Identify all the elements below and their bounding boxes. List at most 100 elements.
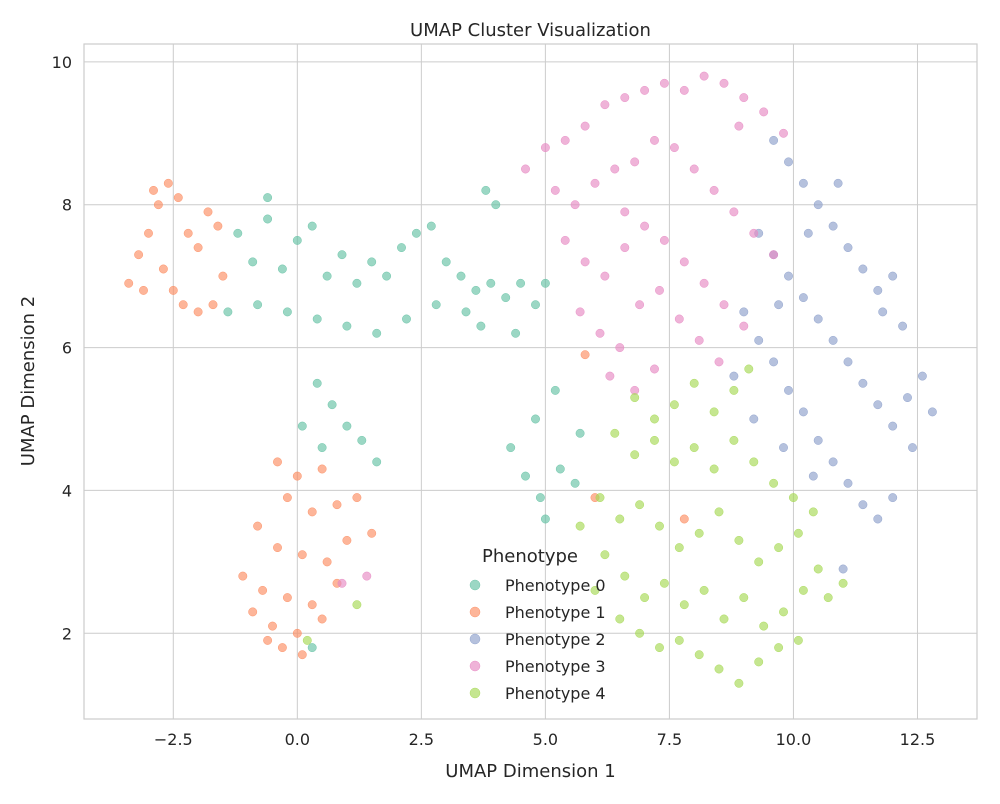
data-point <box>282 593 292 603</box>
data-point <box>238 571 248 581</box>
legend-label: Phenotype 1 <box>505 603 606 622</box>
data-point <box>714 664 724 674</box>
data-point <box>640 85 650 95</box>
data-point <box>461 307 471 317</box>
x-axis-label: UMAP Dimension 1 <box>445 761 615 782</box>
data-point <box>307 221 317 231</box>
data-point <box>263 193 273 203</box>
data-point <box>774 300 784 310</box>
data-point <box>694 335 704 345</box>
data-point <box>908 443 917 453</box>
data-point <box>798 585 808 595</box>
data-point <box>540 278 550 288</box>
data-point <box>213 221 223 231</box>
data-point <box>590 585 600 595</box>
data-point <box>342 321 352 331</box>
data-point <box>615 614 625 624</box>
data-point <box>709 407 719 417</box>
data-point <box>605 371 615 381</box>
data-point <box>372 457 382 467</box>
data-point <box>774 643 784 653</box>
data-point <box>699 71 709 81</box>
data-point <box>615 343 625 353</box>
legend-marker <box>469 687 481 699</box>
tick-labels: −2.5 0.0 2.5 5.0 7.5 10.0 12.5 2 4 6 8 10 <box>52 53 936 749</box>
data-point <box>153 200 163 210</box>
data-point <box>506 443 516 453</box>
data-point <box>307 507 317 517</box>
data-point <box>689 443 699 453</box>
data-point <box>635 500 645 510</box>
legend-label: Phenotype 4 <box>505 684 606 703</box>
data-point <box>759 107 769 117</box>
data-point <box>659 578 669 588</box>
data-point <box>709 464 719 474</box>
data-point <box>193 243 203 253</box>
data-point <box>734 121 744 131</box>
data-point <box>521 164 530 174</box>
data-point <box>779 128 788 138</box>
data-point <box>769 250 779 260</box>
data-point <box>734 535 744 545</box>
data-point <box>486 278 496 288</box>
data-point <box>754 557 764 567</box>
data-point <box>620 207 630 217</box>
data-point <box>550 385 560 395</box>
y-tick-label: 10 <box>52 53 72 72</box>
data-point <box>858 264 868 274</box>
y-tick-label: 2 <box>62 624 72 643</box>
data-point <box>838 578 848 588</box>
data-point <box>699 585 709 595</box>
data-point <box>357 435 367 445</box>
data-point <box>843 357 853 367</box>
data-point <box>739 593 749 603</box>
data-point <box>352 600 362 610</box>
data-point <box>784 157 793 167</box>
data-point <box>595 493 605 503</box>
data-point <box>620 243 630 253</box>
data-point <box>674 543 684 553</box>
data-point <box>322 557 332 567</box>
x-tick-label: 5.0 <box>533 730 558 749</box>
data-point <box>193 307 203 317</box>
legend-marker <box>469 633 481 645</box>
data-point <box>739 321 749 331</box>
data-point <box>476 321 486 331</box>
data-point <box>669 457 679 467</box>
data-point <box>878 307 888 317</box>
data-point <box>163 178 173 188</box>
data-point <box>808 507 818 517</box>
data-point <box>694 650 704 660</box>
data-point <box>709 185 719 195</box>
data-point <box>873 400 883 410</box>
data-point <box>426 221 436 231</box>
data-point <box>382 271 392 281</box>
data-point <box>917 371 927 381</box>
data-point <box>754 657 764 667</box>
data-point <box>431 300 441 310</box>
data-point <box>297 421 307 431</box>
data-point <box>258 585 268 595</box>
data-point <box>838 564 848 574</box>
data-point <box>813 200 823 210</box>
data-point <box>843 243 853 253</box>
data-point <box>858 500 868 510</box>
data-point <box>873 514 883 524</box>
data-point <box>679 257 689 267</box>
data-point <box>813 435 823 445</box>
data-point <box>798 293 808 303</box>
series-phenotype-3 <box>337 71 788 588</box>
grid-lines <box>84 44 977 719</box>
data-point <box>139 285 148 295</box>
data-point <box>521 471 530 481</box>
data-point <box>277 264 287 274</box>
data-point <box>898 321 908 331</box>
data-point <box>223 307 233 317</box>
data-point <box>769 478 779 488</box>
data-point <box>590 178 600 188</box>
data-point <box>749 228 759 238</box>
data-point <box>580 121 590 131</box>
